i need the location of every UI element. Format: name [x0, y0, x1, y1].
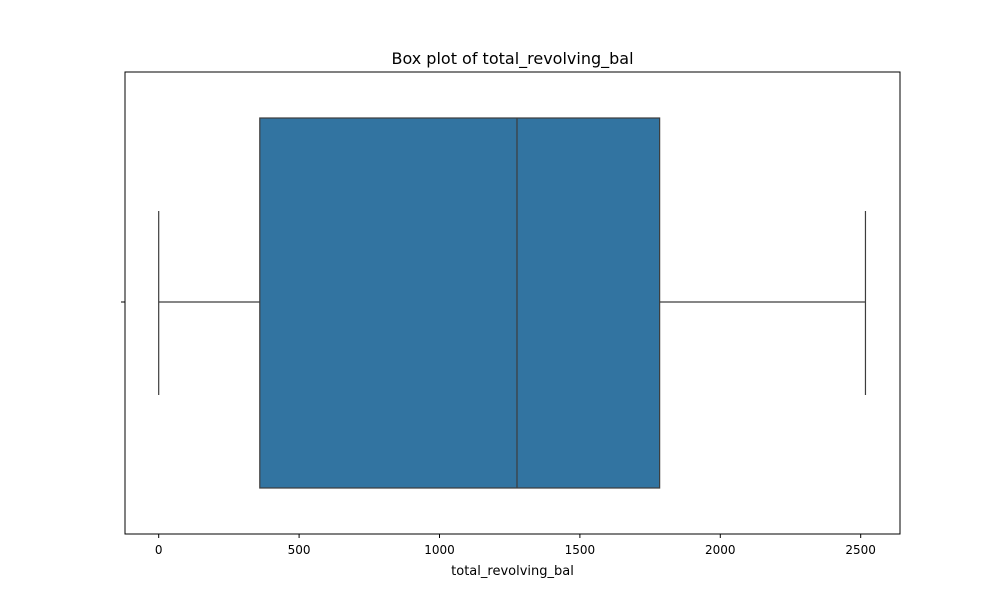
box-plot — [158, 117, 867, 489]
plot-frame — [124, 71, 901, 535]
iqr-box — [259, 117, 661, 489]
x-axis-label: total_revolving_bal — [451, 564, 574, 579]
x-tick-label: 500 — [288, 543, 311, 557]
x-tick-label: 2000 — [705, 543, 736, 557]
x-tick-label: 1000 — [424, 543, 455, 557]
x-axis-ticks: 0 500 1000 1500 2000 2500 — [155, 534, 876, 557]
x-tick-label: 0 — [155, 543, 163, 557]
x-tick-label: 2500 — [845, 543, 876, 557]
chart-title: Box plot of total_revolving_bal — [391, 49, 633, 69]
x-tick-label: 1500 — [565, 543, 596, 557]
